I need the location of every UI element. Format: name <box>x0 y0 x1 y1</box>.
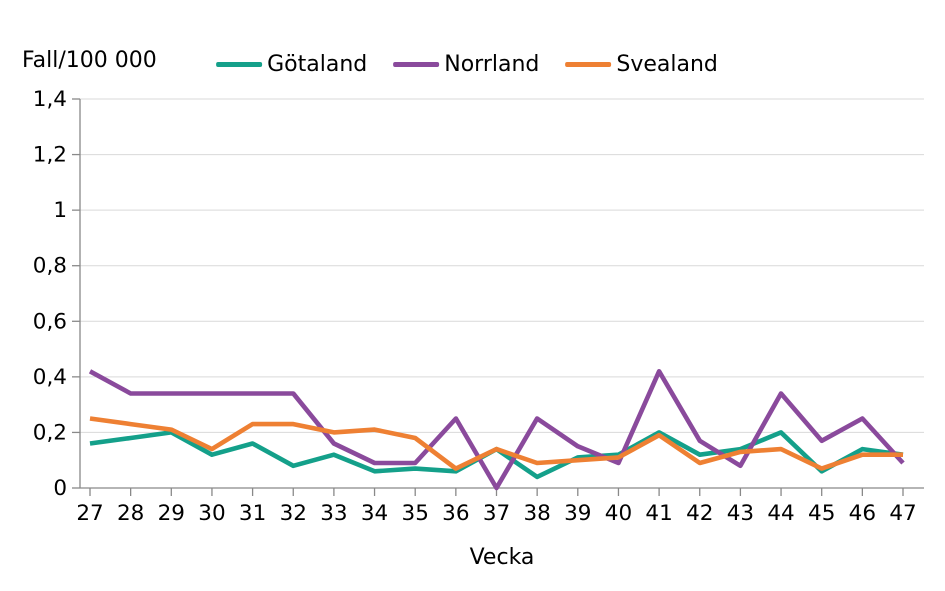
x-tick-label: 38 <box>523 501 550 526</box>
x-tick-label: 42 <box>686 501 713 526</box>
x-tick-label: 30 <box>198 501 225 526</box>
x-tick-label: 27 <box>76 501 103 526</box>
y-axis-unit-title: Fall/100 000 <box>22 48 157 73</box>
legend-label-norrland: Norrland <box>444 52 540 77</box>
x-tick-label: 39 <box>564 501 591 526</box>
x-tick-label: 34 <box>361 501 388 526</box>
legend-label-gotaland: Götaland <box>267 52 368 77</box>
x-tick-label: 33 <box>320 501 347 526</box>
x-tick-label: 47 <box>889 501 916 526</box>
series-line-norrland <box>88 368 905 491</box>
legend-item-gotaland[interactable]: Götaland <box>216 52 367 77</box>
x-tick-label: 41 <box>645 501 672 526</box>
y-tick-label: 0,2 <box>33 420 67 445</box>
series-line-svealand <box>89 416 903 471</box>
x-tick-label: 36 <box>442 501 469 526</box>
x-tick-label: 44 <box>767 501 794 526</box>
y-tick-label: 1,4 <box>33 87 67 112</box>
x-tick-label: 29 <box>158 501 185 526</box>
legend-label-svealand: Svealand <box>616 52 718 77</box>
y-tick-label: 0,6 <box>33 309 67 334</box>
x-tick-label: 40 <box>605 501 632 526</box>
x-tick-label: 31 <box>239 501 266 526</box>
y-tick-label: 0 <box>53 476 67 501</box>
y-tick-label: 1 <box>53 198 67 223</box>
x-tick-label: 46 <box>849 501 876 526</box>
series-line-g-taland <box>89 430 904 480</box>
x-axis-title: Vecka <box>469 545 535 570</box>
x-tick-label: 37 <box>483 501 510 526</box>
legend-swatch-gotaland <box>216 62 263 67</box>
y-tick-label: 0,4 <box>33 365 67 390</box>
x-tick-label: 43 <box>727 501 754 526</box>
x-tick-label: 35 <box>402 501 429 526</box>
x-tick-label: 28 <box>117 501 144 526</box>
legend: Götaland Norrland Svealand <box>216 52 718 77</box>
legend-swatch-norrland <box>393 62 440 67</box>
legend-item-norrland[interactable]: Norrland <box>393 52 539 77</box>
x-tick-label: 45 <box>808 501 835 526</box>
legend-swatch-svealand <box>565 62 612 67</box>
legend-item-svealand[interactable]: Svealand <box>565 52 718 77</box>
y-tick-label: 1,2 <box>33 143 67 168</box>
x-tick-label: 32 <box>280 501 307 526</box>
y-tick-label: 0,8 <box>33 254 67 279</box>
